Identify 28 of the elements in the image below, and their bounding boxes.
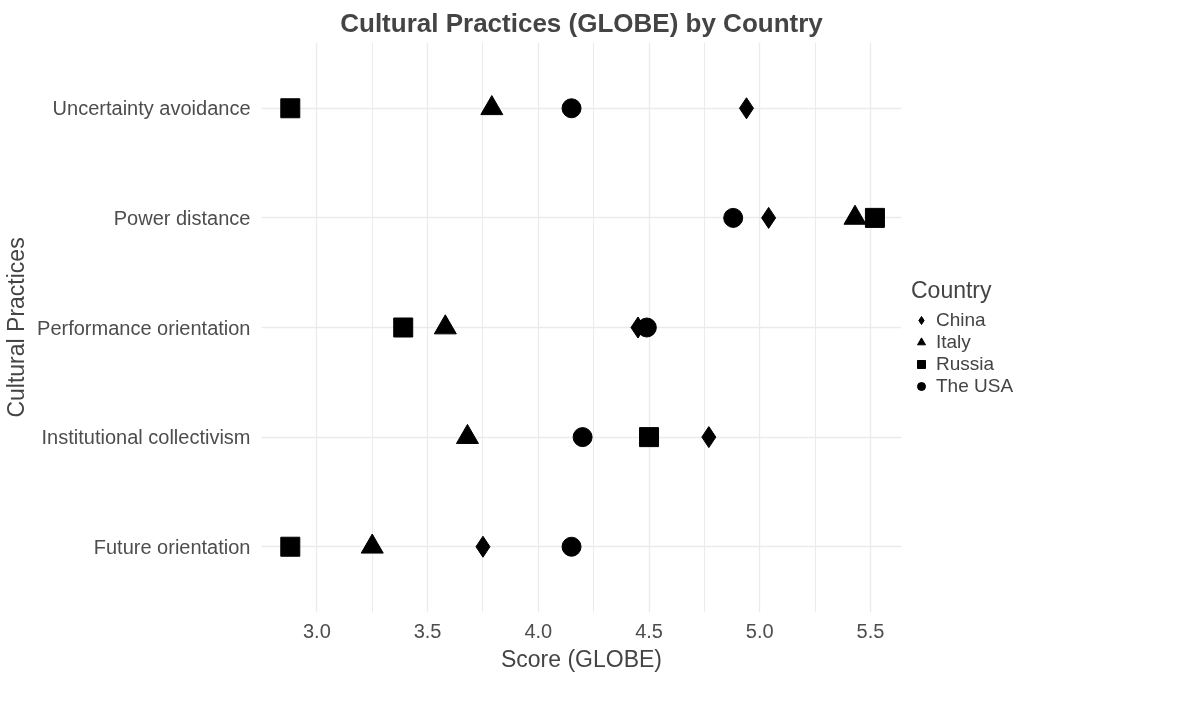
y-tick-label: Power distance (113, 206, 251, 229)
x-tick-label: 5.0 (745, 619, 774, 642)
x-tick-label: 4.0 (524, 619, 553, 642)
point (864, 207, 885, 228)
x-tick-label: 3.0 (302, 619, 331, 642)
chart-title: Cultural Practices (GLOBE) by Country (340, 7, 824, 38)
point (561, 98, 582, 119)
point (393, 317, 414, 338)
legend-label: Russia (936, 353, 995, 375)
x-tick-label: 4.5 (635, 619, 663, 642)
point (280, 98, 301, 119)
point (280, 536, 301, 557)
y-tick-label: Institutional collectivism (41, 426, 251, 449)
point (723, 207, 744, 228)
point (639, 427, 660, 448)
legend-label: Italy (936, 331, 971, 353)
point (572, 427, 593, 448)
y-axis-title: Cultural Practices (3, 237, 30, 418)
x-axis-title: Score (GLOBE) (500, 645, 663, 672)
point (561, 536, 582, 557)
y-tick-label: Future orientation (93, 535, 251, 558)
x-tick-label: 5.5 (856, 619, 885, 642)
legend-title: Country (911, 277, 993, 304)
x-tick-label: 3.5 (413, 619, 442, 642)
y-tick-label: Uncertainty avoidance (52, 97, 251, 120)
legend-label: China (936, 309, 986, 331)
legend-label: The USA (936, 375, 1014, 397)
y-tick-label: Performance orientation (37, 316, 251, 339)
